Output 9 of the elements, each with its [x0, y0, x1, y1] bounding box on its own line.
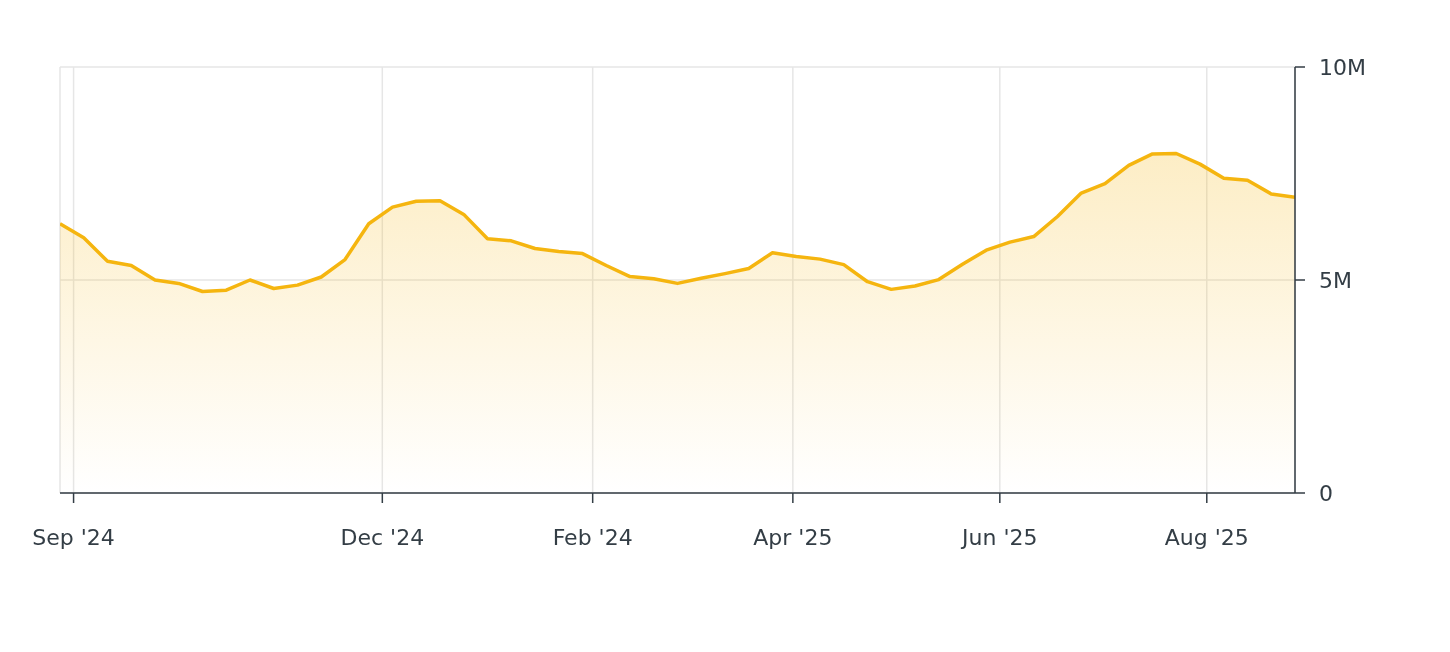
y-tick-label: 0 [1319, 480, 1333, 506]
y-tick-label: 10M [1319, 54, 1366, 80]
y-tick-label: 5M [1319, 267, 1352, 293]
x-tick-label: Jun '25 [960, 524, 1038, 550]
x-tick-label: Feb '24 [552, 524, 633, 550]
x-tick-label: Sep '24 [32, 524, 115, 550]
x-tick-label: Dec '24 [340, 524, 425, 550]
x-tick-label: Aug '25 [1164, 524, 1249, 550]
x-tick-label: Apr '25 [753, 524, 833, 550]
